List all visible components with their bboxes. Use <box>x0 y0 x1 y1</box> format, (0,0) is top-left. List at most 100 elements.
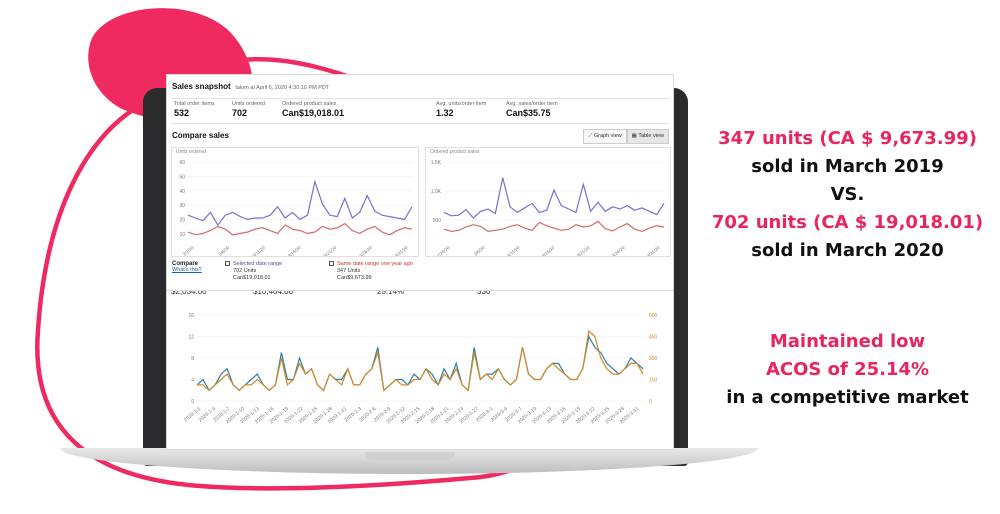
line-chart-icon: ⟋ <box>588 133 594 139</box>
cut-metric-4: 336 <box>477 291 490 300</box>
units-2020-text: 702 units (CA $ 19,018.01) <box>711 212 984 233</box>
metric-value: Can$19,018.01 <box>282 108 345 118</box>
graph-view-button[interactable]: ⟋ Graph view <box>583 129 627 144</box>
cut-metric-2: $10,404.00 <box>253 291 293 300</box>
metric-label: Total order items <box>174 101 215 107</box>
whats-this-link[interactable]: What's this? <box>172 267 202 273</box>
graph-view-label: Graph view <box>593 133 622 139</box>
metric-avg-sales-per-order: Avg. sales/order item Can$35.75 <box>503 99 583 123</box>
sold-2019-text: sold in March 2019 <box>751 156 944 177</box>
snapshot-header: Sales snapshot taken at April 6, 2020 4:… <box>172 82 329 91</box>
acos-value-text: ACOS of 25.14% <box>765 359 930 380</box>
table-icon: ▦ <box>631 133 639 139</box>
checkbox-selected-range[interactable] <box>225 261 230 267</box>
sales-x-tick-label: 2/26/20 <box>436 245 451 256</box>
units-tick-label: 40 <box>179 189 185 195</box>
units-x-tick-label: 3/16/20 <box>287 245 302 256</box>
units-series-prior <box>187 222 413 236</box>
cut-value: $2,034.00 <box>171 291 207 296</box>
sales-tick-label: 500 <box>433 218 442 224</box>
acos-left-tick-label: 4 <box>191 378 194 384</box>
metric-units-ordered: Units ordered 702 <box>229 99 273 123</box>
laptop-notch <box>365 452 455 460</box>
versus-text: VS. <box>830 184 865 205</box>
metric-value: 532 <box>174 108 190 118</box>
legend-prior-sales: Can$9,673.99 <box>337 275 372 281</box>
metric-label: Ordered product sales <box>282 101 337 107</box>
sales-snapshot-panel: Sales snapshot taken at April 6, 2020 4:… <box>166 74 674 292</box>
compare-label: Compare <box>172 261 199 267</box>
sales-x-tick-label: 3/6/20 <box>473 245 486 256</box>
snapshot-timestamp: taken at April 6, 2020 4:30:10 PM PDT <box>235 85 330 91</box>
metric-value: 702 <box>232 108 248 118</box>
acos-series-orange <box>197 329 644 392</box>
acos-right-tick-label: 150 <box>649 378 658 384</box>
sales-chart: Ordered product sales 1.5K 1.0K 500 2/26/20… <box>425 147 671 258</box>
metric-label: Avg. sales/order item <box>506 101 558 107</box>
sales-x-tick-label: 3/16/20 <box>541 245 556 256</box>
sales-chart-title: Ordered product sales <box>430 149 480 155</box>
checkbox-prior-range[interactable] <box>329 261 334 267</box>
sales-series-selected <box>443 177 665 219</box>
cut-value: 336 <box>477 291 491 296</box>
sales-tick-label: 1.0K <box>431 189 442 195</box>
legend-selected-sales: Can$19,018.01 <box>233 275 271 281</box>
metric-label: Avg. units/order item <box>436 101 487 107</box>
snapshot-metrics: Total order items 532 Units ordered 702 … <box>171 98 669 124</box>
acos-text: Maintained low ACOS of 25.14% in a compe… <box>695 328 1000 412</box>
table-view-label: Table view <box>638 133 664 139</box>
metric-ordered-product-sales: Ordered product sales Can$19,018.01 <box>279 99 427 123</box>
acos-chart-panel: $2,034.00 $10,404.00 25.14% 336 16 12 8 4 0 6… <box>166 290 674 450</box>
cut-metric-1: $2,034.00 <box>171 291 207 300</box>
acos-left-tick-label: 8 <box>191 356 194 362</box>
legend-prior-range[interactable]: Same date range one year ago 347 Units C… <box>329 261 413 282</box>
units-tick-label: 60 <box>179 160 185 166</box>
table-view-button[interactable]: ▦ Table view <box>626 129 669 144</box>
metric-label: Units ordered <box>232 101 266 107</box>
acos-left-tick-label: 0 <box>191 399 194 405</box>
sales-tick-label: 1.5K <box>431 160 442 166</box>
acos-right-tick-label: 300 <box>649 356 658 362</box>
sales-series-prior <box>443 220 665 233</box>
acos-left-tick-label: 12 <box>188 335 194 341</box>
cut-value: 25.14% <box>377 291 405 296</box>
acos-right-tick-label: 0 <box>649 399 652 405</box>
units-x-tick-label: 3/26/20 <box>358 245 373 256</box>
sales-x-tick-label: 3/11/20 <box>506 245 521 256</box>
compare-legend: Compare What's this? <box>172 261 202 273</box>
units-ordered-chart: Units ordered 60 50 40 30 20 10 3/1/20 3/6/20 3/… <box>171 147 419 258</box>
competitive-market-text: in a competitive market <box>726 387 969 408</box>
units-2019-text: 347 units (CA $ 9,673.99) <box>718 128 977 149</box>
legend-prior-label: Same date range one year ago <box>337 261 413 267</box>
metric-total-order-items: Total order items 532 <box>171 99 223 123</box>
metric-avg-units-per-order: Avg. units/order item 1.32 <box>433 99 497 123</box>
sold-2020-text: sold in March 2020 <box>751 240 944 261</box>
comparison-text: 347 units (CA $ 9,673.99) sold in March … <box>695 125 1000 265</box>
maintained-low-text: Maintained low <box>769 331 926 352</box>
view-toggle: ⟋ Graph view ▦ Table view <box>583 129 669 144</box>
snapshot-title: Sales snapshot <box>172 82 231 91</box>
compare-sales-title: Compare sales <box>172 131 229 140</box>
units-tick-label: 10 <box>179 232 185 238</box>
units-tick-label: 50 <box>179 174 185 180</box>
legend-selected-label: Selected date range <box>233 261 283 267</box>
units-x-tick-label: 3/31/20 <box>394 245 409 256</box>
legend-prior-units: 347 Units <box>337 268 361 274</box>
acos-chart-svg: 161284060045030015002020-1-12020-1-42020… <box>183 313 658 425</box>
metric-value: Can$35.75 <box>506 108 551 118</box>
acos-right-tick-label: 600 <box>649 313 658 319</box>
cut-metric-3: 25.14% <box>377 291 404 300</box>
units-tick-label: 30 <box>179 203 185 209</box>
metric-value: 1.32 <box>436 108 454 118</box>
units-x-tick-label: 3/1/20 <box>182 245 195 256</box>
units-chart-svg: 60 50 40 30 20 10 3/1/20 3/6/20 3/11/20 3/16/20 3/… <box>179 160 413 258</box>
sales-x-tick-label: 3/21/20 <box>576 245 591 256</box>
units-x-tick-label: 3/11/20 <box>252 245 267 256</box>
acos-left-tick-label: 16 <box>188 313 194 319</box>
units-tick-label: 20 <box>179 218 185 224</box>
sales-chart-svg: 1.5K 1.0K 500 2/26/20 3/6/20 3/11/20 3/16/20 3/… <box>431 160 665 258</box>
acos-right-tick-label: 450 <box>649 335 658 341</box>
sales-x-tick-label: 3/31/20 <box>646 245 661 256</box>
acos-series-teal <box>196 334 644 392</box>
legend-selected-range[interactable]: Selected date range 702 Units Can$19,018… <box>225 261 282 282</box>
